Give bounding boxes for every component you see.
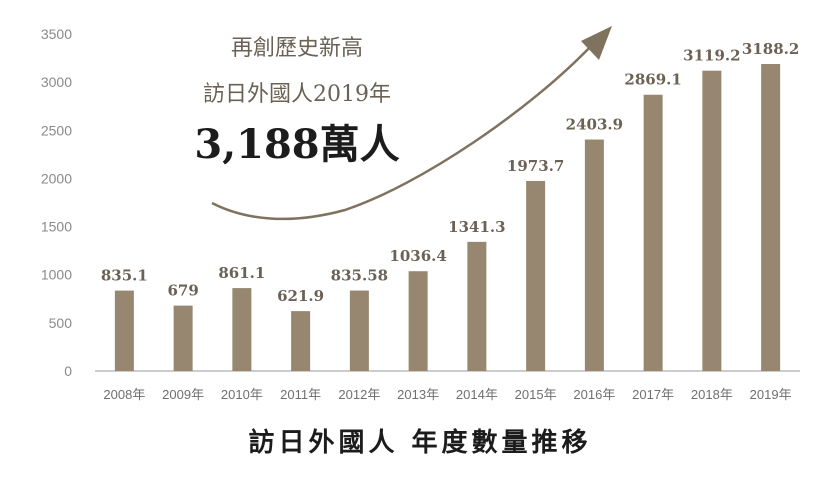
y-tick-label: 3000 [41, 74, 72, 90]
y-tick-label: 0 [64, 363, 72, 379]
chart-title: 訪日外國人 年度數量推移 [248, 428, 592, 458]
y-tick-label: 500 [49, 315, 73, 331]
x-tick-label: 2012年 [338, 387, 380, 402]
bar [291, 311, 311, 371]
bar [349, 290, 369, 371]
data-label: 1341.3 [448, 218, 505, 236]
data-label: 2403.9 [566, 116, 623, 134]
bar [702, 70, 722, 372]
x-tick-label: 2018年 [691, 387, 733, 402]
bar [467, 241, 487, 371]
y-tick-label: 2000 [41, 170, 72, 186]
trend-arrow-icon [211, 44, 593, 221]
x-axis-ticks: 2008年 2009年 2010年 2011年 2012年 2013年 2014年 2015年… [103, 387, 791, 402]
y-tick-label: 3500 [41, 26, 72, 42]
y-axis: 0 500 1000 1500 2000 2500 3000 3500 [41, 26, 72, 379]
x-tick-label: 2014年 [456, 387, 498, 402]
x-tick-label: 2016年 [573, 387, 615, 402]
x-tick-label: 2009年 [162, 387, 204, 402]
data-label: 3188.2 [742, 40, 799, 58]
data-label: 835.58 [331, 267, 388, 285]
annotation-headline: 3,188萬人 [194, 121, 400, 168]
data-label: 1036.4 [389, 247, 446, 265]
y-tick-label: 1500 [41, 219, 72, 235]
bar [761, 64, 781, 372]
bar [526, 180, 546, 371]
y-tick-label: 2500 [41, 122, 72, 138]
data-label: 835.1 [101, 267, 148, 285]
bar [408, 271, 428, 371]
data-label: 2869.1 [624, 71, 681, 89]
data-label: 3119.2 [683, 47, 740, 65]
x-tick-label: 2015年 [515, 387, 557, 402]
trend-arrowhead-icon [581, 26, 612, 60]
bars [114, 64, 781, 372]
x-tick-label: 2013年 [397, 387, 439, 402]
bar [232, 288, 252, 371]
data-label: 621.9 [277, 287, 324, 305]
x-tick-label: 2019年 [750, 387, 792, 402]
y-tick-label: 1000 [41, 267, 72, 283]
x-tick-label: 2017年 [632, 387, 674, 402]
x-tick-label: 2010年 [221, 387, 263, 402]
data-label: 1973.7 [507, 157, 564, 175]
x-tick-label: 2008年 [103, 387, 145, 402]
bar [584, 139, 604, 371]
bar [173, 305, 193, 371]
data-label: 861.1 [218, 264, 265, 282]
data-label: 679 [167, 282, 198, 300]
annotation-line-1: 再創歷史新高 [230, 36, 363, 61]
annotation-line-2: 訪日外國人2019年 [203, 82, 391, 107]
bar [643, 94, 663, 372]
x-tick-label: 2011年 [280, 387, 321, 402]
bar [114, 290, 134, 371]
